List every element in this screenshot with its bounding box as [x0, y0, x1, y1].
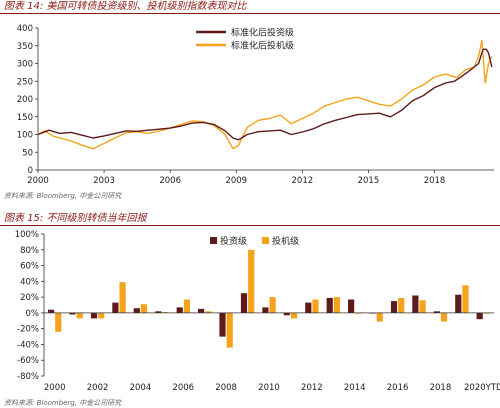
x-tick-label: 2010	[258, 383, 280, 393]
bar-speculative	[248, 249, 255, 313]
y-tick-label: 0	[28, 166, 33, 176]
figure-15-title: 图表 15: 不同级别转债当年回报	[4, 213, 147, 224]
x-tick-label: 2015	[358, 176, 380, 186]
bar-investment	[283, 312, 290, 316]
y-tick-label: -20%	[17, 325, 39, 335]
bar-investment	[433, 311, 440, 313]
series-line-speculative	[37, 39, 493, 150]
bar-chart: 100% 80% 60% 40% 20% 0% -20% -40% -60% -80% 2000 20…	[15, 230, 500, 393]
bar-investment	[198, 308, 205, 313]
bar-speculative	[226, 312, 233, 348]
bar-investment	[455, 294, 462, 313]
bar-speculative	[140, 304, 148, 313]
bar-investment	[133, 308, 140, 313]
x-tick-label: 2012	[292, 176, 314, 186]
bar-speculative	[119, 282, 126, 313]
figure-14-rule	[0, 13, 500, 14]
line-chart: 0 50 100 150 200 250 300 350 400 2000 2003 2006 2009…	[17, 24, 494, 186]
legend-label-investment: 标准化后投资级	[231, 27, 294, 39]
y-tick-label: 20%	[20, 293, 39, 303]
y-tick-label: 80%	[20, 246, 39, 256]
series-line-investment	[37, 48, 493, 141]
bar-investment	[69, 312, 76, 315]
bar-investment	[90, 312, 98, 319]
figure-14-source: 资料来源: Bloomberg, 中金公司研究	[4, 192, 122, 200]
figure-14-header: 图表 14: 美国可转债投资级别、投机级别指数表现对比	[0, 0, 500, 14]
bar-speculative	[76, 312, 83, 319]
y-tick-label: 100	[17, 131, 33, 141]
y-tick-label: 300	[17, 60, 33, 70]
x-tick-label: 2003	[93, 176, 115, 186]
y-tick-label: 50	[22, 148, 33, 158]
y-tick-label: 100%	[15, 230, 39, 240]
y-tick-label: 0%	[26, 309, 40, 319]
x-tick-label: 2000	[44, 383, 66, 393]
bar-investment	[240, 293, 248, 313]
legend-swatch-speculative	[262, 237, 269, 244]
bar-speculative	[55, 312, 62, 332]
bar-speculative	[462, 285, 469, 313]
x-tick-label: 2016	[387, 383, 409, 393]
bar-speculative	[440, 312, 448, 322]
bar-speculative	[398, 297, 405, 313]
bar-speculative	[419, 300, 426, 313]
bar-investment	[348, 299, 355, 313]
y-tick-label: -60%	[17, 356, 39, 366]
legend-label-speculative: 投机级	[272, 235, 299, 247]
bar-investment	[176, 307, 183, 313]
bar-investment	[326, 297, 333, 313]
legend-label-investment: 投资级	[220, 235, 247, 247]
figure-15-header: 图表 15: 不同级别转债当年回报	[0, 212, 500, 226]
bar-speculative	[333, 297, 340, 313]
x-tick-label: 2006	[159, 176, 181, 186]
bar-investment	[390, 301, 398, 313]
bar-investment	[112, 302, 119, 313]
bar-speculative	[183, 299, 190, 313]
bar-investment	[262, 307, 269, 313]
y-tick-label: 60%	[20, 262, 39, 272]
y-tick-label: 40%	[20, 277, 39, 287]
bar-speculative	[290, 312, 298, 319]
bar-investment	[412, 295, 419, 313]
x-tick-label: 2014	[344, 383, 366, 393]
x-tick-label: 2006	[172, 383, 194, 393]
x-tick-label: 2002	[87, 383, 109, 393]
bar-investment	[48, 309, 55, 313]
y-tick-label: 400	[17, 24, 33, 34]
bar-speculative	[483, 312, 490, 314]
bar-speculative	[98, 312, 105, 319]
figure-14-title: 图表 14: 美国可转债投资级别、投机级别指数表现对比	[4, 1, 247, 12]
y-tick-label: 350	[17, 42, 33, 52]
legend-label-speculative: 标准化后投机级	[231, 40, 294, 52]
x-tick-label: 2009	[225, 176, 247, 186]
y-tick-label: 200	[17, 95, 33, 105]
y-tick-label: 250	[17, 77, 33, 87]
x-tick-label: 2000	[27, 176, 49, 186]
figure-15-source: 资料来源: Bloomberg, 中金公司研究	[4, 399, 122, 407]
bar-speculative	[205, 311, 212, 313]
x-tick-label: 2004	[130, 383, 152, 393]
bar-speculative	[355, 312, 362, 314]
bar-investment	[305, 302, 312, 313]
y-tick-label: -40%	[17, 340, 39, 350]
x-tick-label: 2018	[430, 383, 452, 393]
legend-swatch-investment	[210, 237, 217, 244]
bar-speculative	[376, 312, 383, 322]
x-tick-label: 2008	[215, 383, 237, 393]
x-tick-label: 2020YTD	[464, 383, 500, 393]
figure-15-rule	[0, 225, 500, 226]
x-tick-label: 2012	[301, 383, 323, 393]
bar-investment	[476, 312, 483, 320]
bar-speculative	[269, 297, 276, 313]
y-tick-label: -80%	[17, 372, 39, 382]
y-tick-label: 150	[17, 113, 33, 123]
bar-investment	[219, 312, 226, 337]
x-tick-label: 2018	[424, 176, 446, 186]
bar-speculative	[312, 299, 319, 313]
bar-investment	[155, 311, 162, 313]
